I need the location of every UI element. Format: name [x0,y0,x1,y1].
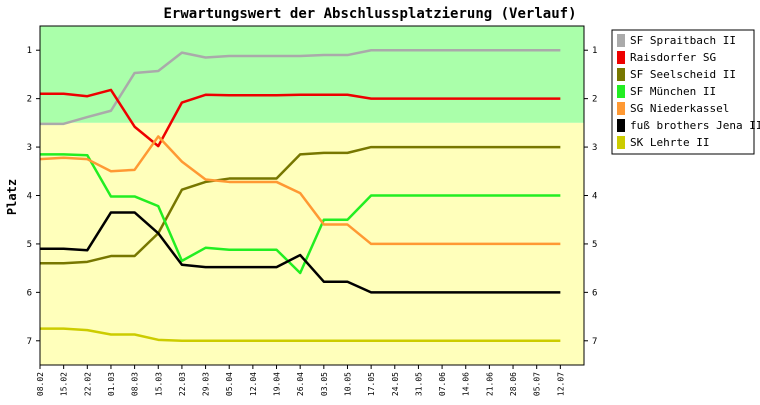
y-tick-label-right-3: 3 [592,143,597,153]
y-tick-label-right-6: 6 [592,288,597,298]
y-tick-label-left-3: 3 [27,143,32,153]
x-tick-label-6: 15.03 [154,372,163,396]
y-tick-label-right-4: 4 [592,192,597,202]
legend-swatch-5 [617,102,625,115]
x-tick-label-4: 01.03 [107,372,116,396]
legend-label-2: Raisdorfer SG [630,51,716,64]
x-tick-label-13: 03.05 [320,372,329,396]
legend-swatch-2 [617,51,625,64]
x-tick-label-17: 31.05 [414,372,423,396]
legend-swatch-1 [617,34,625,47]
y-tick-label-left-6: 6 [27,288,32,298]
y-tick-label-left-1: 1 [27,46,32,56]
x-tick-label-7: 22.03 [178,372,187,396]
x-tick-label-3: 22.02 [83,372,92,396]
legend-swatch-3 [617,68,625,81]
y-axis-label: Platz [5,179,19,215]
x-tick-label-10: 12.04 [249,372,258,396]
series-line-2 [40,88,561,148]
legend-label-5: SG Niederkassel [630,102,729,115]
chart-title: Erwartungswert der Abschlussplatzierung … [163,6,576,22]
series-line-7 [40,327,561,343]
legend-swatch-6 [617,119,625,132]
y-tick-label-right-2: 2 [592,95,597,105]
x-tick-label-21: 28.06 [509,372,518,396]
y-tick-label-right-1: 1 [592,46,597,56]
series-lines [39,48,561,343]
x-tick-label-5: 08.03 [131,372,140,396]
x-tick-label-9: 05.04 [225,372,234,396]
legend-swatch-7 [617,136,625,149]
x-tick-label-23: 12.07 [556,372,565,396]
x-tick-label-16: 24.05 [391,372,400,396]
legend-swatch-4 [617,85,625,98]
x-tick-label-22: 05.07 [533,372,542,396]
axes: 1 1 2 2 3 3 4 4 5 5 6 6 7 7 08.02 15.02 22.02 01.03 08.03 1… [27,25,597,396]
x-tick-label-8: 29.03 [202,372,211,396]
y-tick-label-right-7: 7 [592,337,597,347]
legend-label-7: SK Lehrte II [630,136,709,149]
legend-label-1: SF Spraitbach II [630,34,736,47]
x-tick-label-11: 19.04 [273,372,282,396]
x-tick-label-2: 15.02 [60,372,69,396]
x-tick-label-14: 10.05 [343,372,352,396]
series-line-1 [40,48,561,126]
zone-band-1 [40,26,584,123]
x-tick-label-20: 21.06 [485,372,494,396]
legend-label-3: SF Seelscheid II [630,68,736,81]
y-tick-label-left-7: 7 [27,337,32,347]
y-tick-label-left-2: 2 [27,95,32,105]
legend-label-6: fuß brothers Jena II [630,119,760,132]
series-line-3 [40,145,561,265]
series-line-5 [39,135,561,246]
y-tick-label-left-5: 5 [27,240,32,250]
series-line-4 [40,153,561,275]
legend: SF Spraitbach II Raisdorfer SG SF Seelsche… [611,29,760,155]
legend-box [611,29,755,155]
x-tick-label-15: 17.05 [367,372,376,396]
legend-label-4: SF München II [630,85,716,98]
y-tick-label-right-5: 5 [592,240,597,250]
x-tick-label-18: 07.06 [438,372,447,396]
x-tick-label-12: 26.04 [296,372,305,396]
series-line-6 [40,211,561,294]
x-tick-label-19: 14.06 [462,372,471,396]
x-tick-label-1: 08.02 [36,372,45,396]
y-tick-label-left-4: 4 [27,192,32,202]
